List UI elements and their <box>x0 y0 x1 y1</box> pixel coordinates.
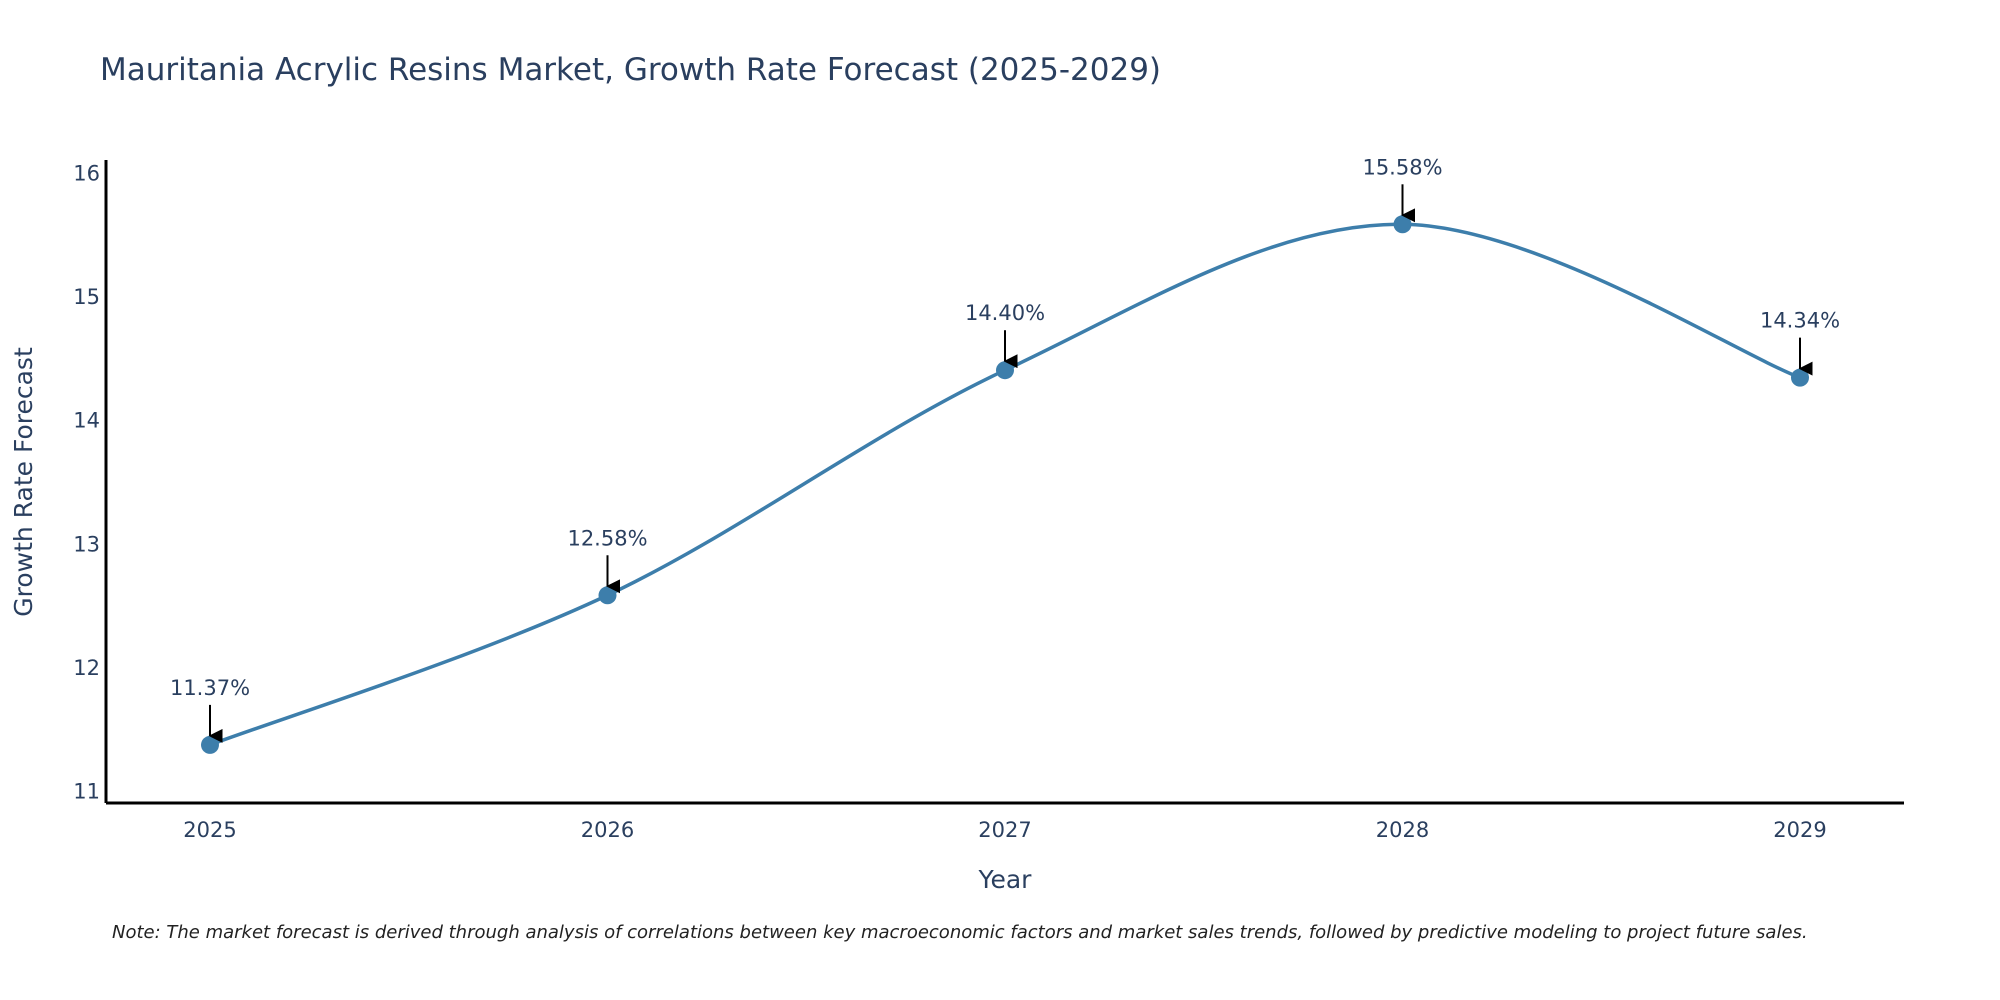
data-point-marker <box>598 586 617 605</box>
x-axis-title: Year <box>978 865 1033 894</box>
data-label: 14.40% <box>965 301 1045 325</box>
data-point-marker <box>1791 368 1809 387</box>
chart-title: Mauritania Acrylic Resins Market, Growth… <box>100 52 1161 88</box>
data-label: 11.37% <box>170 676 250 700</box>
x-tick-label: 2029 <box>1773 818 1826 842</box>
y-axis-ticks: 11 12 13 14 15 16 <box>73 161 100 803</box>
y-tick-label: 14 <box>73 409 100 433</box>
x-tick-label: 2027 <box>978 818 1031 842</box>
data-markers <box>201 215 1809 754</box>
data-label: 14.34% <box>1760 309 1840 333</box>
y-tick-label: 11 <box>73 780 100 804</box>
y-tick-label: 12 <box>73 656 100 680</box>
data-point-marker <box>201 735 219 754</box>
y-tick-label: 13 <box>73 532 100 556</box>
footnote: Note: The market forecast is derived thr… <box>112 922 1808 943</box>
data-point-marker <box>996 361 1014 380</box>
data-label: 15.58% <box>1362 155 1442 179</box>
data-label: 12.58% <box>567 526 647 550</box>
data-point-marker <box>1393 215 1412 234</box>
x-tick-label: 2025 <box>183 818 236 842</box>
x-tick-label: 2026 <box>581 818 634 842</box>
data-annotations: 11.37% 12.58% 14.40% 15.58% 14.34% <box>170 155 1840 743</box>
y-tick-label: 16 <box>73 161 100 185</box>
y-tick-label: 15 <box>73 285 100 309</box>
y-axis-title: Growth Rate Forecast <box>9 347 38 617</box>
x-axis-ticks: 2025 2026 2027 2028 2029 <box>183 818 1826 842</box>
x-tick-label: 2028 <box>1376 818 1429 842</box>
